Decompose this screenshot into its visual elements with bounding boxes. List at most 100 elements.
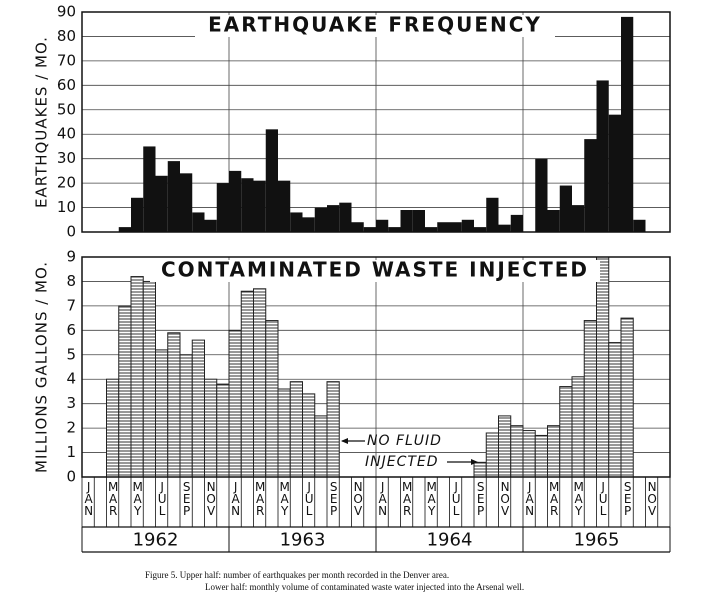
month-label: NOV [351, 480, 365, 516]
bar [571, 376, 585, 478]
bar [118, 227, 131, 232]
bar [572, 205, 585, 232]
bar [277, 388, 291, 478]
bar [547, 210, 560, 232]
bar [290, 212, 303, 232]
y-tick-label: 2 [66, 419, 76, 437]
y-tick-label: 60 [57, 76, 76, 94]
month-label: JAN [523, 480, 537, 516]
bar [412, 210, 425, 232]
y-tick-label: 70 [57, 51, 76, 69]
year-label: 1962 [133, 530, 179, 551]
bar [302, 393, 316, 478]
y-tick-label: 1 [66, 443, 76, 461]
chart-title: EARTHQUAKE FREQUENCY [208, 13, 542, 37]
month-label: JAN [82, 480, 96, 516]
title-bg [150, 260, 600, 282]
title-bg [195, 15, 555, 37]
month-label: JAN [229, 480, 243, 516]
bar [498, 224, 511, 232]
bar [485, 432, 499, 478]
bar [179, 354, 193, 478]
bar [461, 219, 474, 232]
bar [130, 276, 144, 478]
bar [584, 139, 597, 232]
bar [449, 222, 462, 232]
y-axis-title: EARTHQUAKES / MO. [33, 36, 51, 208]
bar [314, 415, 328, 478]
y-tick-label: 8 [66, 272, 76, 290]
month-label: MAR [547, 480, 561, 516]
y-tick-label: 90 [57, 3, 76, 21]
arrow-head [471, 459, 478, 465]
month-label: MAR [400, 480, 414, 516]
bar [106, 378, 120, 478]
year-label: 1964 [427, 530, 473, 551]
bar [302, 217, 315, 232]
bar [376, 219, 389, 232]
bar [583, 320, 597, 478]
month-label: NOV [498, 480, 512, 516]
month-label: SEP [474, 480, 488, 516]
bar [216, 383, 230, 478]
month-label: SEP [180, 480, 194, 516]
y-tick-label: 10 [57, 198, 76, 216]
bar [608, 342, 622, 478]
y-tick-label: 9 [66, 248, 76, 266]
bar [180, 173, 193, 232]
bar [621, 16, 634, 233]
bar [192, 212, 205, 232]
month-label: MAR [253, 480, 267, 516]
bar [228, 329, 242, 478]
bar [118, 305, 132, 478]
bar [400, 210, 413, 232]
y-tick-label: 50 [57, 100, 76, 118]
year-label: 1965 [574, 530, 620, 551]
month-label: MAR [106, 480, 120, 516]
month-label: JUL [596, 480, 610, 516]
bar [167, 161, 180, 232]
bar [289, 381, 303, 478]
bar [241, 178, 254, 232]
month-label: MAY [278, 480, 292, 516]
bar [620, 317, 634, 478]
bar [535, 158, 548, 232]
bar [167, 332, 181, 478]
bar [510, 425, 524, 478]
bar [547, 425, 561, 478]
bar [510, 214, 523, 232]
month-label: SEP [327, 480, 341, 516]
bar [327, 205, 340, 232]
month-label: MAY [131, 480, 145, 516]
bar [388, 227, 401, 232]
bar [559, 185, 572, 232]
y-tick-label: 80 [57, 27, 76, 45]
bar [142, 280, 156, 478]
month-label: JUL [155, 480, 169, 516]
month-label: NOV [645, 480, 659, 516]
y-tick-label: 7 [66, 296, 76, 314]
month-label: JUL [302, 480, 316, 516]
bar [559, 386, 573, 478]
bar [351, 222, 364, 232]
year-label: 1963 [280, 530, 326, 551]
annotation: INJECTED [365, 454, 439, 470]
bar [143, 146, 156, 232]
y-tick-label: 4 [66, 370, 76, 388]
bar [486, 197, 499, 232]
bar [314, 207, 327, 232]
bar [534, 434, 548, 478]
plot-frame [81, 11, 671, 233]
month-label: JUL [449, 480, 463, 516]
annotation: NO FLUID [367, 433, 442, 449]
month-label: JAN [376, 480, 390, 516]
bar [498, 415, 512, 478]
y-tick-label: 5 [66, 345, 76, 363]
caption: Figure 5. Upper half: number of earthqua… [145, 570, 449, 580]
bar [363, 227, 376, 232]
bar [522, 430, 536, 478]
bar [253, 288, 267, 478]
bar [216, 183, 229, 232]
y-tick-label: 20 [57, 174, 76, 192]
